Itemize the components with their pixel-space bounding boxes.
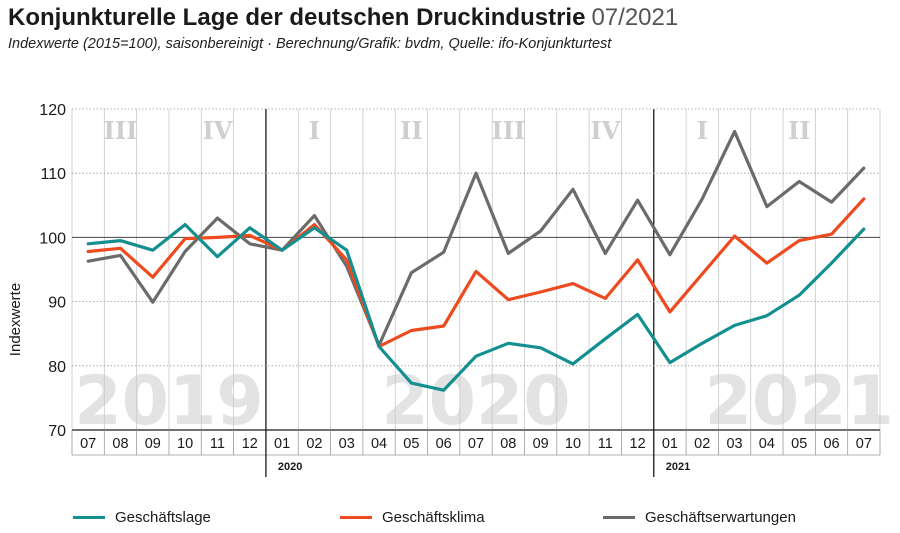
quarter-label: IV (590, 116, 620, 145)
quarter-label: I (309, 116, 320, 145)
legend-label: Geschäftserwartungen (645, 509, 796, 526)
legend-swatch (73, 516, 105, 519)
quarter-label: IV (203, 116, 233, 145)
quarter-label: III (491, 116, 525, 145)
x-tick-label: 05 (791, 436, 807, 452)
y-axis-label: Indexwerte (7, 283, 24, 356)
legend-swatch (340, 516, 372, 519)
x-tick-label: 03 (339, 436, 355, 452)
y-tick-label: 70 (48, 423, 66, 440)
y-tick-label: 100 (39, 230, 66, 247)
x-tick-label: 07 (80, 436, 96, 452)
x-tick-label: 04 (371, 436, 387, 452)
y-tick-label: 90 (48, 295, 66, 312)
x-tick-label: 09 (533, 436, 549, 452)
chart-title-main: Konjunkturelle Lage der deutschen Drucki… (8, 4, 586, 31)
chart-legend: Geschäftslage Geschäftsklima Geschäftserwa… (0, 509, 900, 531)
quarter-label: II (788, 116, 810, 145)
x-tick-label: 02 (694, 436, 710, 452)
quarter-label: III (104, 116, 138, 145)
x-tick-label: 02 (306, 436, 322, 452)
x-tick-label: 01 (662, 436, 678, 452)
quarter-label: I (697, 116, 708, 145)
legend-item: Geschäftsklima (340, 509, 485, 526)
x-tick-label: 01 (274, 436, 290, 452)
x-tick-label: 09 (145, 436, 161, 452)
x-tick-label: 07 (856, 436, 872, 452)
x-tick-label: 11 (210, 436, 225, 452)
legend-item: Geschäftslage (73, 509, 211, 526)
x-tick-label: 11 (598, 436, 613, 452)
chart-subtitle: Indexwerte (2015=100), saisonbereinigt ·… (8, 36, 612, 52)
x-tick-label: 04 (759, 436, 775, 452)
y-tick-label: 80 (48, 359, 66, 376)
chart-title-date: 07/2021 (591, 4, 679, 31)
x-tick-label: 08 (112, 436, 128, 452)
series-line-geschäftsklima (86, 197, 866, 349)
x-tick-label: 06 (823, 436, 839, 452)
x-tick-label: 10 (177, 436, 193, 452)
legend-label: Geschäftsklima (382, 509, 485, 526)
x-tick-label: 06 (436, 436, 452, 452)
x-tick-label: 10 (565, 436, 581, 452)
x-tick-label: 07 (468, 436, 484, 452)
x-tick-label: 08 (500, 436, 516, 452)
x-tick-label: 12 (630, 436, 646, 452)
background-year-label: 2021 (705, 362, 894, 441)
legend-item: Geschäftserwartungen (603, 509, 796, 526)
x-year-label: 2021 (666, 461, 690, 473)
chart-title: Konjunkturelle Lage der deutschen Drucki… (8, 4, 678, 32)
quarter-label: II (400, 116, 422, 145)
legend-label: Geschäftslage (115, 509, 211, 526)
background-year-label: 2020 (381, 362, 570, 441)
x-tick-label: 05 (403, 436, 419, 452)
series-line-geschäftslage (86, 223, 866, 392)
series-line-geschäftserwartungen (86, 129, 866, 347)
x-tick-label: 12 (242, 436, 258, 452)
y-tick-label: 120 (39, 102, 66, 119)
x-year-label: 2020 (278, 461, 302, 473)
y-tick-label: 110 (40, 166, 66, 183)
legend-swatch (603, 516, 635, 519)
x-tick-label: 03 (726, 436, 742, 452)
